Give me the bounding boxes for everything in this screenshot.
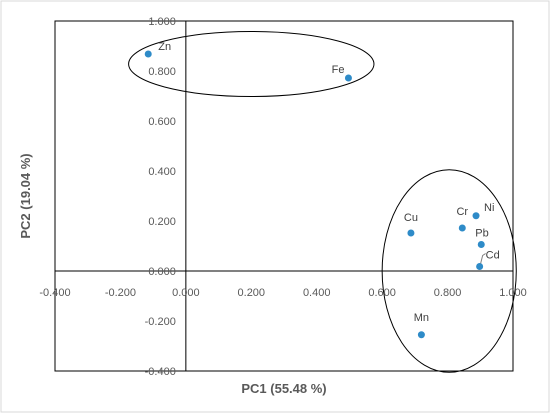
y-tick-label: 0.000 <box>148 266 176 278</box>
data-points: Zn Fe Cu Cr Ni Pb Cd Mn <box>144 41 500 339</box>
y-tick-labels: -0.400 -0.200 0.000 0.200 0.400 0.600 0.800 1.0… <box>145 16 176 378</box>
point-label-zn: Zn <box>158 41 171 53</box>
zero-axes <box>55 21 513 371</box>
plot-area-border <box>54 20 514 372</box>
point-cr <box>458 224 466 232</box>
y-tick-label: 1.000 <box>148 16 176 28</box>
point-label-cd: Cd <box>486 250 500 262</box>
x-tick-label: 0.400 <box>303 287 331 299</box>
point-ni <box>472 212 480 220</box>
y-tick-label: -0.200 <box>145 316 176 328</box>
point-label-mn: Mn <box>414 312 429 324</box>
point-mn <box>417 331 425 339</box>
x-tick-label: -0.400 <box>39 287 70 299</box>
y-tick-label: 0.800 <box>148 66 176 78</box>
x-tick-labels: -0.400 -0.200 0.000 0.200 0.400 0.600 0.800 1.0… <box>39 287 526 299</box>
x-tick-label: 0.800 <box>434 287 462 299</box>
y-tick-label: 0.600 <box>148 116 176 128</box>
point-label-cu: Cu <box>404 212 418 224</box>
point-cu <box>407 229 415 237</box>
y-axis-title: PC2 (19.04 %) <box>18 153 33 238</box>
x-tick-label: -0.200 <box>105 287 136 299</box>
point-label-cr: Cr <box>456 206 468 218</box>
x-tick-label: 0.600 <box>368 287 396 299</box>
group-ellipse-1 <box>128 31 375 97</box>
point-pb <box>477 241 485 248</box>
y-tick-label: 0.400 <box>148 166 176 178</box>
y-tick-label: -0.400 <box>145 366 176 378</box>
point-fe <box>344 74 352 82</box>
point-label-pb: Pb <box>475 228 488 240</box>
point-zn <box>144 50 152 58</box>
y-tick-label: 0.200 <box>148 216 176 228</box>
x-tick-label: 0.200 <box>238 287 266 299</box>
point-cd <box>476 263 484 270</box>
x-axis-title: PC1 (55.48 %) <box>241 381 326 396</box>
x-tick-label: 1.000 <box>499 287 527 299</box>
point-label-ni: Ni <box>484 202 494 214</box>
x-tick-label: 0.000 <box>172 287 200 299</box>
point-label-fe: Fe <box>332 64 345 76</box>
leader-line-cd <box>480 253 486 264</box>
